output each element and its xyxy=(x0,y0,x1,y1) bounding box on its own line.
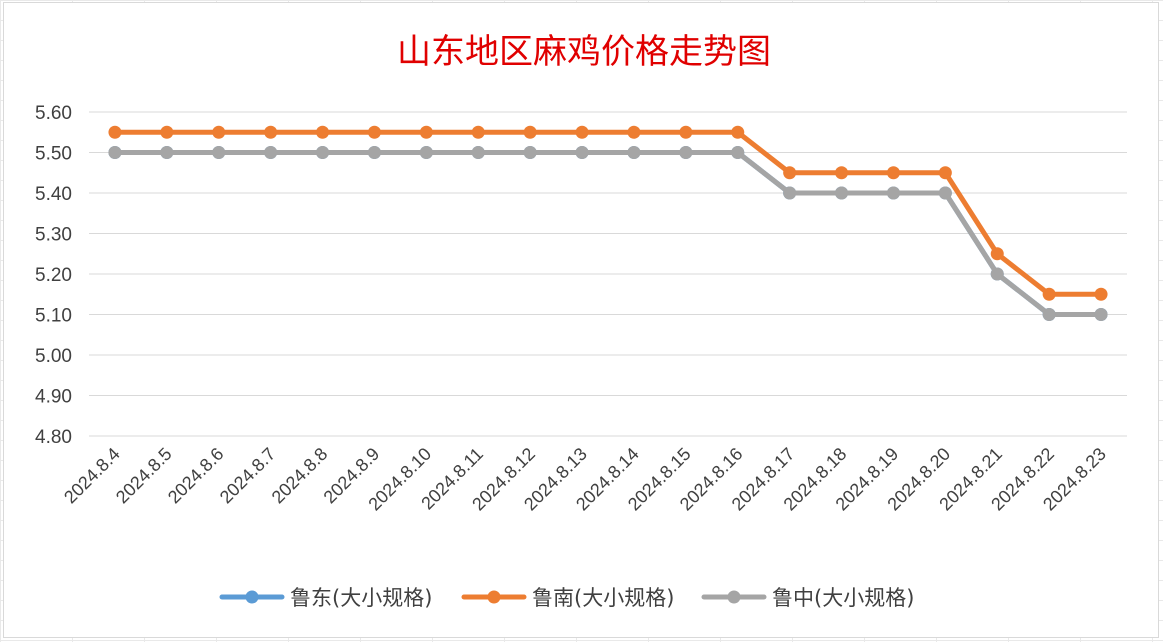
legend-marker xyxy=(487,590,501,604)
data-point xyxy=(212,125,226,139)
data-point xyxy=(886,166,900,180)
x-tick-label: 2024.8.8 xyxy=(268,444,332,508)
data-point xyxy=(575,146,589,159)
data-point xyxy=(367,146,381,159)
data-point xyxy=(367,125,381,139)
data-point xyxy=(679,146,693,159)
data-point xyxy=(264,146,278,159)
legend: 鲁东(大小规格) 鲁南(大小规格) 鲁中(大小规格) xyxy=(219,586,914,610)
x-tick-label: 2024.8.4 xyxy=(60,444,124,508)
data-point xyxy=(627,146,641,159)
y-tick-label: 4.80 xyxy=(35,427,72,448)
data-point xyxy=(990,247,1004,261)
data-point xyxy=(731,125,745,139)
legend-item[interactable]: 鲁东(大小规格) xyxy=(219,586,432,610)
legend-label: 鲁中(大小规格) xyxy=(772,586,914,610)
y-tick-label: 5.10 xyxy=(35,306,72,327)
legend-item[interactable]: 鲁中(大小规格) xyxy=(701,586,914,610)
data-point xyxy=(627,125,641,139)
data-point xyxy=(523,146,537,159)
data-point xyxy=(938,166,952,180)
data-point xyxy=(1094,308,1108,321)
legend-marker xyxy=(245,590,259,604)
y-tick-label: 5.40 xyxy=(35,184,72,205)
data-point xyxy=(419,146,433,159)
series-2 xyxy=(108,146,1108,321)
legend-label: 鲁南(大小规格) xyxy=(532,586,674,610)
data-point xyxy=(1042,308,1056,321)
data-point xyxy=(679,125,693,139)
series-line xyxy=(112,129,1104,297)
data-point xyxy=(1042,287,1056,301)
data-point xyxy=(316,146,330,159)
x-tick-label: 2024.8.5 xyxy=(112,444,176,508)
series-1 xyxy=(108,125,1108,301)
data-point xyxy=(835,166,849,180)
data-point xyxy=(316,125,330,139)
y-tick-label: 5.00 xyxy=(35,346,72,367)
data-point xyxy=(160,146,174,159)
y-axis-ticks: 4.80 4.90 5.00 5.10 5.20 5.30 5.40 5.50 5.60 xyxy=(35,103,72,448)
data-point xyxy=(990,267,1004,281)
data-point xyxy=(783,186,797,200)
data-point xyxy=(212,146,226,159)
data-point xyxy=(419,125,433,139)
data-point xyxy=(938,186,952,200)
series-group xyxy=(108,125,1108,321)
chart-title: 山东地区麻鸡价格走势图 xyxy=(397,32,771,72)
data-point xyxy=(1094,287,1108,301)
chart-area[interactable]: 山东地区麻鸡价格走势图 4.80 4.90 5.00 5.10 5.20 5.30 5.40… xyxy=(3,2,1159,638)
legend-item[interactable]: 鲁南(大小规格) xyxy=(461,586,674,610)
gridlines xyxy=(89,111,1127,437)
data-point xyxy=(575,125,589,139)
data-point xyxy=(835,186,849,200)
series-line xyxy=(112,150,1104,317)
y-tick-label: 5.20 xyxy=(35,265,72,286)
x-tick-label: 2024.8.7 xyxy=(216,444,280,508)
x-tick-label: 2024.8.6 xyxy=(164,444,228,508)
data-point xyxy=(886,186,900,200)
data-point xyxy=(731,146,745,159)
y-tick-label: 5.50 xyxy=(35,144,72,165)
data-point xyxy=(264,125,278,139)
data-point xyxy=(108,125,122,139)
data-point xyxy=(471,146,485,159)
legend-label: 鲁东(大小规格) xyxy=(290,586,432,610)
y-tick-label: 5.60 xyxy=(35,103,72,124)
data-point xyxy=(108,146,122,159)
legend-marker xyxy=(727,590,741,604)
y-tick-label: 5.30 xyxy=(35,225,72,246)
data-point xyxy=(160,125,174,139)
data-point xyxy=(523,125,537,139)
data-point xyxy=(471,125,485,139)
data-point xyxy=(783,166,797,180)
x-axis-ticks: 2024.8.42024.8.52024.8.62024.8.72024.8.8… xyxy=(60,444,1110,515)
line-chart: 山东地区麻鸡价格走势图 4.80 4.90 5.00 5.10 5.20 5.30 5.40… xyxy=(35,32,1127,610)
y-tick-label: 4.90 xyxy=(35,387,72,408)
